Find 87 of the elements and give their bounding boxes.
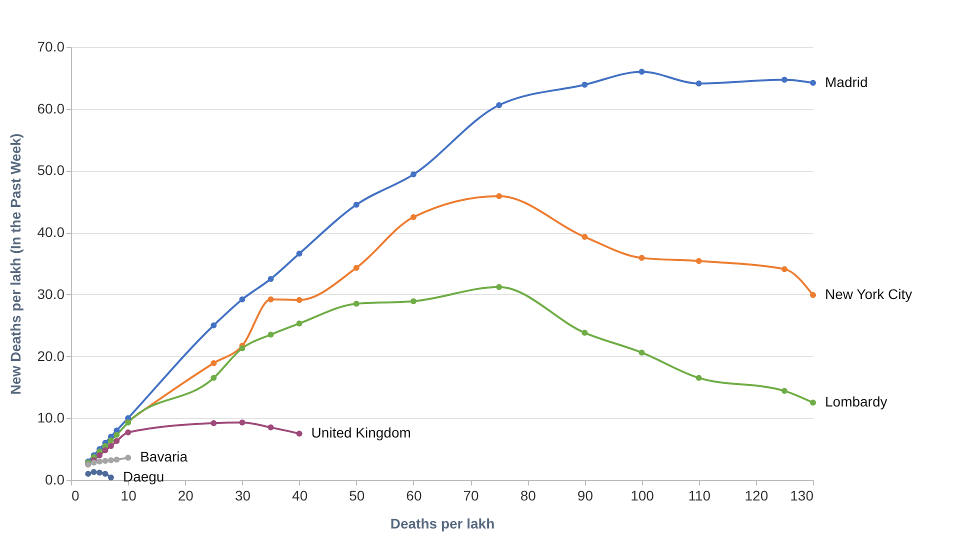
point: [296, 320, 302, 326]
point: [781, 266, 788, 272]
y-tick-label: 10.0: [37, 410, 65, 426]
point: [410, 171, 416, 178]
x-tick-label: 30: [234, 488, 251, 504]
point: [90, 460, 97, 466]
series-label: Bavaria: [140, 448, 188, 465]
y-tick-label: 60.0: [37, 100, 65, 116]
point: [268, 276, 274, 282]
point: [696, 258, 702, 264]
x-tick-label: 50: [349, 488, 365, 504]
point: [108, 442, 114, 449]
point: [108, 457, 114, 464]
point: [90, 468, 97, 475]
point: [410, 298, 416, 304]
series-label: New York City: [825, 286, 912, 302]
x-tick-label: 10: [120, 488, 137, 504]
point: [102, 470, 108, 477]
x-tick-label: 120: [744, 488, 768, 504]
x-tick-label: 80: [520, 488, 536, 504]
x-tick-label: 130: [790, 488, 814, 504]
y-tick-label: 70.0: [37, 38, 65, 54]
y-tick-label: 30.0: [37, 286, 65, 302]
x-tick-label: 20: [178, 488, 194, 504]
x-tick-label: 0: [72, 488, 80, 504]
x-tick-label: 40: [292, 488, 308, 504]
point: [96, 470, 103, 476]
point: [114, 456, 120, 463]
y-axis-title: New Deaths per lakh (In the Past Week): [7, 133, 24, 395]
series-label: Lombardy: [825, 394, 888, 410]
point: [496, 102, 502, 108]
point: [781, 76, 788, 83]
point: [108, 474, 114, 481]
point: [696, 374, 702, 381]
x-axis-title: Deaths per lakh: [390, 516, 495, 532]
point: [268, 424, 274, 430]
point: [239, 419, 246, 426]
y-tick-label: 50.0: [37, 162, 65, 178]
point: [108, 437, 114, 444]
point: [638, 68, 645, 75]
point: [353, 264, 360, 271]
series-label: United Kingdom: [311, 424, 411, 441]
point: [353, 300, 360, 307]
point: [210, 420, 217, 426]
y-tick-label: 20.0: [37, 348, 65, 364]
point: [210, 360, 217, 366]
point: [810, 292, 816, 298]
point: [638, 350, 645, 356]
series-label: Daegu: [122, 468, 164, 485]
point: [582, 82, 588, 88]
point: [582, 234, 588, 240]
point: [810, 400, 816, 406]
point: [781, 388, 788, 394]
point: [410, 214, 416, 220]
point: [296, 430, 302, 437]
x-tick-label: 110: [688, 488, 711, 504]
point: [96, 458, 103, 464]
x-tick-label: 70: [463, 488, 480, 504]
point: [102, 458, 108, 464]
point: [810, 80, 816, 86]
point: [102, 447, 108, 454]
point: [85, 470, 92, 477]
x-tick-label: 100: [630, 488, 654, 504]
y-tick-label: 0.0: [45, 472, 65, 488]
point: [239, 296, 246, 302]
point: [496, 284, 502, 290]
x-tick-label: 60: [406, 488, 422, 504]
point: [210, 322, 217, 328]
point: [125, 429, 132, 436]
point: [696, 80, 702, 86]
point: [239, 345, 246, 352]
point: [268, 332, 274, 338]
point: [125, 454, 132, 461]
point: [210, 374, 217, 381]
series-label: Madrid: [825, 74, 868, 90]
point: [638, 254, 645, 261]
y-tick-label: 40.0: [37, 224, 65, 240]
point: [296, 250, 302, 257]
point: [268, 296, 274, 302]
point: [114, 438, 120, 444]
point: [353, 202, 360, 208]
point: [114, 432, 120, 438]
point: [96, 452, 103, 458]
point: [582, 330, 588, 336]
point: [496, 193, 502, 200]
point: [296, 297, 302, 303]
x-tick-label: 90: [577, 488, 594, 504]
